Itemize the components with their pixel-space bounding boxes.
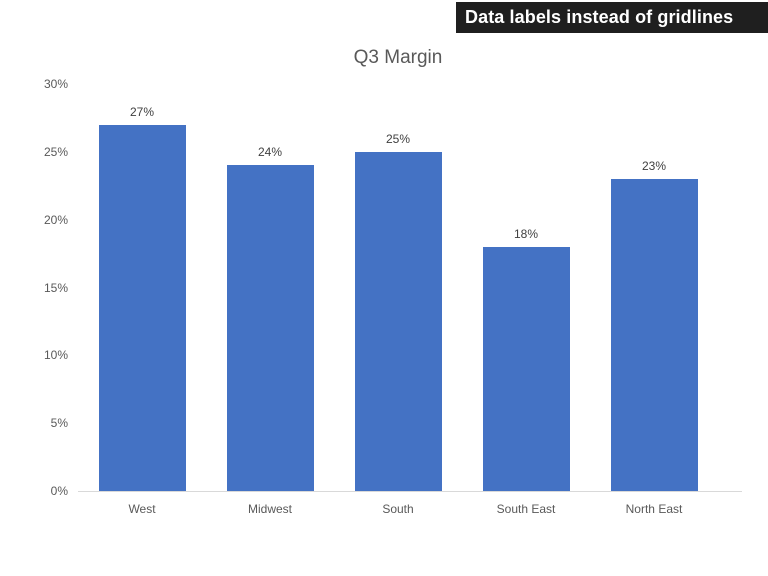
data-label-west: 27%: [129, 104, 155, 119]
y-axis-tick-label: 15%: [43, 280, 68, 295]
category-label-midwest: Midwest: [247, 502, 292, 516]
bar-west: [98, 124, 186, 491]
data-label-midwest: 24%: [257, 145, 283, 160]
y-axis-tick-label: 25%: [43, 144, 68, 159]
x-axis-line: [78, 491, 742, 492]
y-axis-tick-label: 30%: [43, 77, 68, 91]
bar-midwest: [226, 165, 314, 491]
bar-south: [354, 151, 442, 491]
banner-label: Data labels instead of gridlines: [465, 7, 734, 27]
y-axis-tick-label: 0%: [50, 484, 68, 498]
data-label-south-east: 18%: [513, 226, 539, 241]
category-label-south: South: [382, 502, 414, 516]
chart-title: Q3 Margin: [353, 47, 443, 68]
category-label-south-east: South East: [496, 502, 556, 516]
data-label-north-east: 23%: [641, 158, 667, 173]
y-axis-tick-label: 20%: [43, 212, 68, 227]
y-axis-tick-label: 10%: [43, 348, 68, 363]
y-axis-tick-label: 5%: [50, 416, 68, 431]
category-label-north-east: North East: [625, 502, 683, 516]
category-label-west: West: [128, 502, 156, 516]
bar-south-east: [482, 246, 570, 491]
bar-north-east: [610, 178, 698, 491]
slide-banner: Data labels instead of gridlines: [456, 2, 768, 33]
data-label-south: 25%: [385, 131, 411, 146]
